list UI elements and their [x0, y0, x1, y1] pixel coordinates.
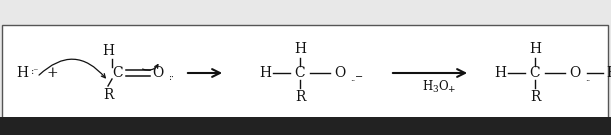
Text: +: +	[447, 85, 455, 94]
Text: H: H	[102, 44, 114, 58]
Text: −: −	[355, 72, 363, 82]
Text: O: O	[334, 66, 346, 80]
Text: C: C	[112, 66, 123, 80]
Text: H: H	[259, 66, 271, 80]
FancyBboxPatch shape	[2, 25, 608, 130]
Text: H: H	[529, 42, 541, 56]
Text: R: R	[295, 90, 305, 104]
Text: H: H	[606, 66, 611, 80]
Text: H: H	[494, 66, 506, 80]
Text: ··: ··	[350, 77, 355, 85]
Text: O: O	[152, 66, 164, 80]
Text: O: O	[569, 66, 580, 80]
Text: 3: 3	[432, 85, 438, 94]
Text: :·: :·	[168, 73, 174, 82]
FancyBboxPatch shape	[0, 117, 611, 135]
Text: H: H	[16, 66, 28, 80]
Text: ··: ··	[585, 77, 590, 85]
FancyArrowPatch shape	[39, 59, 105, 78]
Text: :⁻: :⁻	[31, 68, 39, 77]
Text: R: R	[103, 88, 113, 102]
Text: +: +	[46, 66, 58, 80]
Text: C: C	[295, 66, 306, 80]
Text: O: O	[438, 80, 448, 94]
FancyArrowPatch shape	[142, 65, 158, 70]
Text: C: C	[530, 66, 540, 80]
Text: H: H	[294, 42, 306, 56]
Text: R: R	[530, 90, 540, 104]
Text: H: H	[422, 80, 432, 94]
